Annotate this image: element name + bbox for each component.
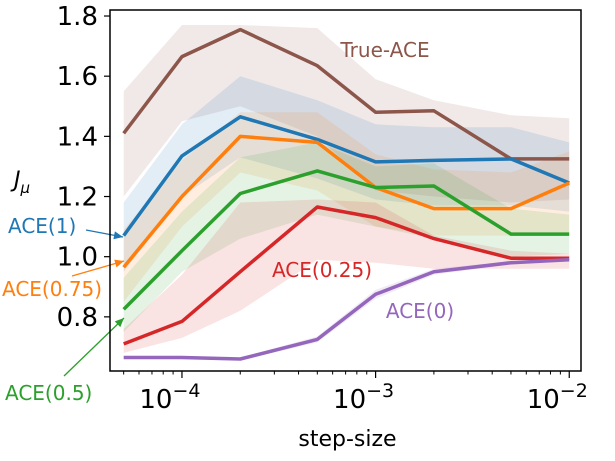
y-tick-label: 1.4 [57, 122, 98, 152]
y-tick-label: 1.6 [57, 62, 98, 92]
y-axis-label-main: J [10, 168, 21, 193]
band-ace-1 [123, 76, 570, 272]
annotation-ace-1: ACE(1) [8, 214, 76, 238]
annotation-ace-0-25: ACE(0.25) [272, 258, 372, 282]
band-true-ace [123, 25, 570, 203]
y-tick-label: 1.2 [57, 183, 98, 213]
x-axis-label: step-size [298, 427, 396, 452]
annotation-ace-0-75: ACE(0.75) [2, 277, 102, 301]
confidence-bands [123, 25, 570, 361]
y-axis-label-subscript: μ [20, 179, 31, 197]
annotation-ace-0: ACE(0) [386, 299, 454, 323]
y-axis-label: Jμ [10, 168, 30, 197]
y-tick-label: 1.8 [57, 2, 98, 32]
y-axis-ticks: 0.8 1.0 1.2 1.4 1.6 1.8 [57, 2, 110, 333]
annotation-arrowhead-ace-1 [113, 231, 123, 240]
band-ace-0-25 [123, 199, 570, 353]
annotation-arrowhead-ace-0-75 [114, 259, 124, 268]
annotation-ace-0-5: ACE(0.5) [5, 381, 92, 405]
series-line-ace-1 [122, 115, 570, 237]
band-ace-0-5 [123, 142, 570, 332]
series-line-ace-0-25 [123, 205, 570, 346]
annotation-arrowhead-ace-0-5 [114, 318, 124, 328]
series-line-ace-0-75 [122, 134, 570, 269]
annotation-arrow-ace-0-5 [63, 317, 125, 377]
x-axis-ticks: 10−4 10−3 10−2 [123, 371, 588, 415]
x-tick-label: 10−2 [527, 380, 588, 415]
x-tick-label: 10−4 [139, 380, 200, 415]
series-line-true-ace [122, 27, 570, 161]
series-annotations: True-ACE ACE(1) ACE(0.75) ACE(0.5) ACE(0.25)… [2, 38, 454, 405]
annotation-arrow-ace-0-75 [71, 260, 125, 277]
series-lines [122, 27, 570, 361]
band-ace-0-75 [123, 112, 570, 302]
series-line-ace-0 [123, 257, 570, 361]
x-tick-label: 10−3 [333, 380, 394, 415]
annotation-true-ace: True-ACE [339, 38, 429, 62]
plot-frame [109, 9, 582, 372]
y-tick-label: 0.8 [57, 303, 98, 333]
series-line-ace-0-5 [122, 169, 570, 311]
y-tick-label: 1.0 [57, 243, 98, 273]
